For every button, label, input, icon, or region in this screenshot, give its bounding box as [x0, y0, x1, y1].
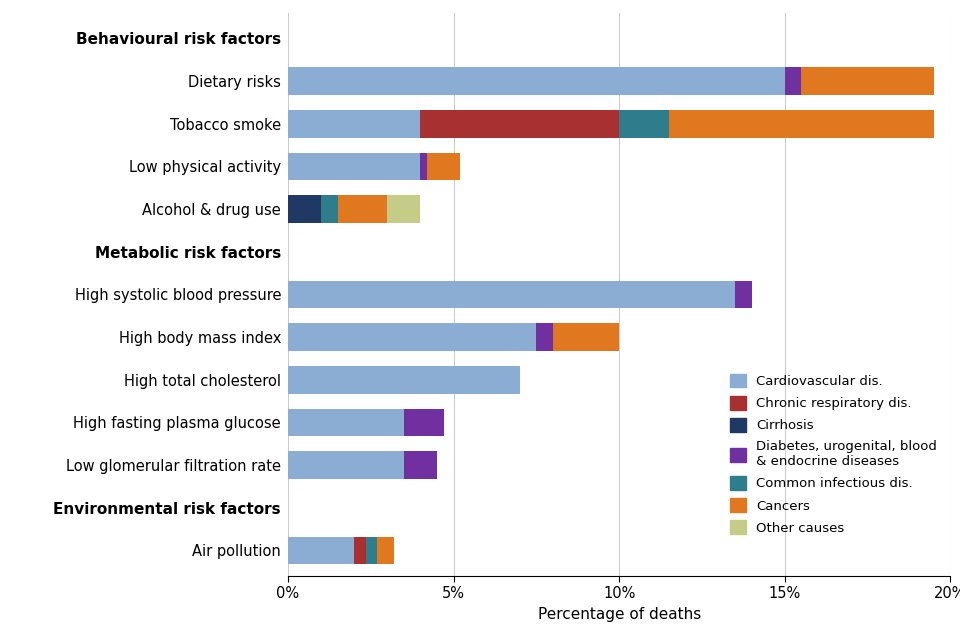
- Bar: [377, 536, 394, 564]
- Bar: [288, 408, 404, 436]
- Bar: [388, 195, 420, 223]
- X-axis label: Percentage of deaths: Percentage of deaths: [538, 607, 701, 622]
- Bar: [420, 110, 619, 138]
- Bar: [537, 323, 553, 351]
- Bar: [669, 110, 934, 138]
- Bar: [354, 536, 366, 564]
- Bar: [619, 110, 669, 138]
- Bar: [288, 152, 420, 180]
- Bar: [338, 195, 388, 223]
- Bar: [288, 195, 321, 223]
- Bar: [404, 408, 444, 436]
- Legend: Cardiovascular dis., Chronic respiratory dis., Cirrhosis, Diabetes, urogenital, : Cardiovascular dis., Chronic respiratory…: [723, 367, 944, 541]
- Bar: [288, 536, 354, 564]
- Bar: [553, 323, 619, 351]
- Bar: [735, 280, 752, 308]
- Bar: [366, 536, 377, 564]
- Bar: [288, 280, 735, 308]
- Bar: [802, 67, 934, 95]
- Bar: [288, 110, 420, 138]
- Bar: [288, 451, 404, 479]
- Bar: [427, 152, 460, 180]
- Bar: [420, 152, 427, 180]
- Bar: [321, 195, 338, 223]
- Bar: [288, 67, 784, 95]
- Bar: [784, 67, 802, 95]
- Bar: [404, 451, 437, 479]
- Bar: [288, 323, 537, 351]
- Bar: [288, 366, 519, 394]
